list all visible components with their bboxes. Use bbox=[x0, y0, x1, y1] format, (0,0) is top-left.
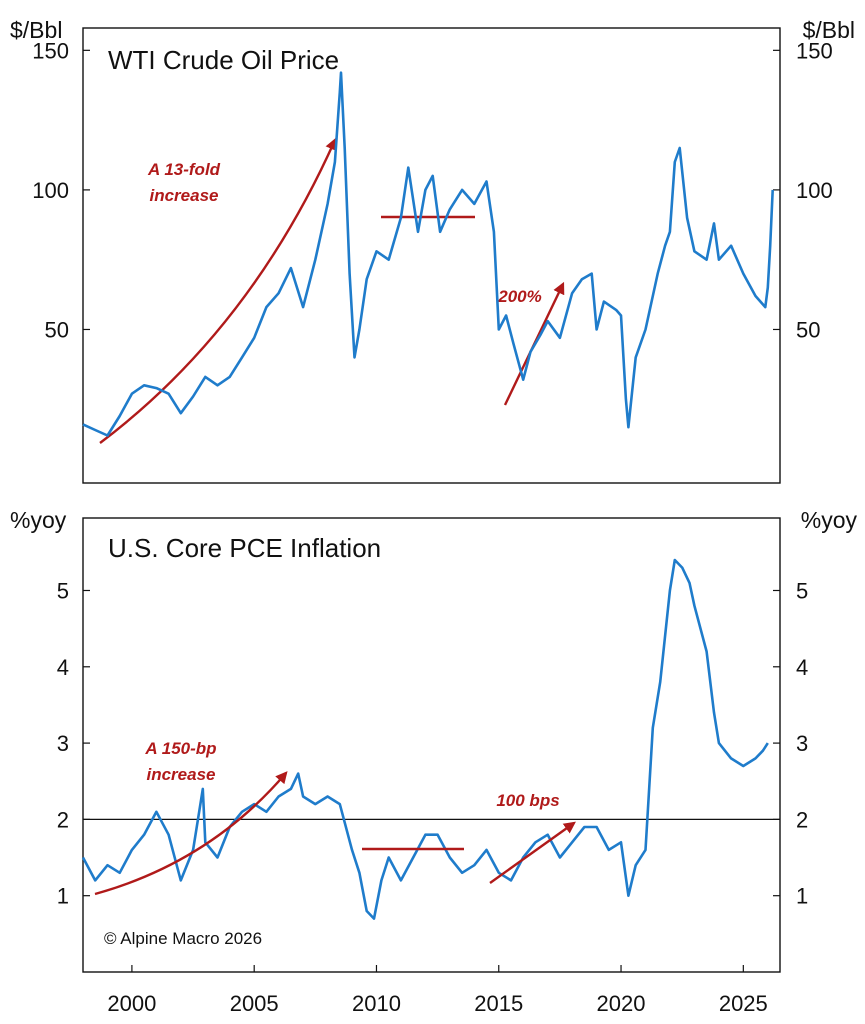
xtick-label: 2000 bbox=[107, 991, 156, 1016]
pce-chart-title: U.S. Core PCE Inflation bbox=[108, 533, 381, 563]
pce-ytick-label-left: 4 bbox=[57, 655, 69, 680]
oil-right-axis-unit: $/Bbl bbox=[803, 17, 855, 43]
oil-y-axis: 50 50 100 100 150 150 bbox=[32, 38, 832, 342]
pce-ytick-label-left: 2 bbox=[57, 807, 69, 832]
oil-ytick-label-right: 50 bbox=[796, 317, 820, 342]
xtick-label: 2025 bbox=[719, 991, 768, 1016]
pce-ytick-label-left: 1 bbox=[57, 884, 69, 909]
pce-chart-panel: %yoy %yoy U.S. Core PCE Inflation 1 1 2 2 3 3… bbox=[10, 507, 857, 1016]
oil-growth-arrow bbox=[99, 137, 337, 444]
pce-left-axis-unit: %yoy bbox=[10, 507, 67, 533]
pce-annotation-100bps: 100 bps bbox=[489, 791, 576, 884]
pce-ytick-label-left: 3 bbox=[57, 731, 69, 756]
pce-x-axis: 2000 2005 2010 2015 2020 2025 bbox=[107, 965, 768, 1016]
pce-ytick-label-left: 5 bbox=[57, 578, 69, 603]
oil-plot-frame bbox=[82, 27, 781, 484]
pce-ytick-label-right: 1 bbox=[796, 884, 808, 909]
oil-annotation-13fold-line2: increase bbox=[150, 186, 219, 205]
oil-left-axis-unit: $/Bbl bbox=[10, 17, 62, 43]
pce-plot-frame bbox=[82, 517, 781, 973]
pce-rise-arrow bbox=[489, 821, 576, 884]
pce-ytick-label-right: 3 bbox=[796, 731, 808, 756]
core-pce-series-line bbox=[81, 558, 769, 920]
pce-y-axis: 1 1 2 2 3 3 4 4 5 5 bbox=[57, 578, 809, 908]
oil-ytick-label-left: 100 bbox=[32, 178, 69, 203]
pce-right-axis-unit: %yoy bbox=[801, 507, 858, 533]
pce-annotation-150bp-line2: increase bbox=[147, 765, 216, 784]
pce-annotation-150bp-line1: A 150-bp bbox=[144, 739, 216, 758]
oil-annotation-200pct-label: 200% bbox=[497, 287, 541, 306]
oil-ytick-label-left: 150 bbox=[32, 38, 69, 63]
pce-ytick-label-right: 5 bbox=[796, 578, 808, 603]
copyright-notice: © Alpine Macro 2026 bbox=[104, 929, 262, 948]
oil-ytick-label-right: 100 bbox=[796, 178, 833, 203]
oil-price-series-line bbox=[82, 71, 774, 437]
oil-annotation-200pct: 200% bbox=[497, 281, 565, 406]
oil-ytick-label-left: 50 bbox=[45, 317, 69, 342]
xtick-label: 2015 bbox=[474, 991, 523, 1016]
xtick-label: 2010 bbox=[352, 991, 401, 1016]
oil-chart-title: WTI Crude Oil Price bbox=[108, 45, 339, 75]
pce-growth-arrow bbox=[94, 771, 288, 896]
oil-chart-panel: $/Bbl $/Bbl WTI Crude Oil Price 50 50 100 1… bbox=[10, 17, 855, 484]
pce-annotation-150bp: A 150-bp increase bbox=[94, 739, 288, 896]
pce-ytick-label-right: 2 bbox=[796, 807, 808, 832]
oil-ytick-label-right: 150 bbox=[796, 38, 833, 63]
pce-annotation-100bps-label: 100 bps bbox=[496, 791, 559, 810]
oil-annotation-13fold-line1: A 13-fold bbox=[147, 160, 221, 179]
pce-ytick-label-right: 4 bbox=[796, 655, 808, 680]
xtick-label: 2005 bbox=[230, 991, 279, 1016]
oil-annotation-13fold: A 13-fold increase bbox=[99, 137, 337, 444]
xtick-label: 2020 bbox=[597, 991, 646, 1016]
